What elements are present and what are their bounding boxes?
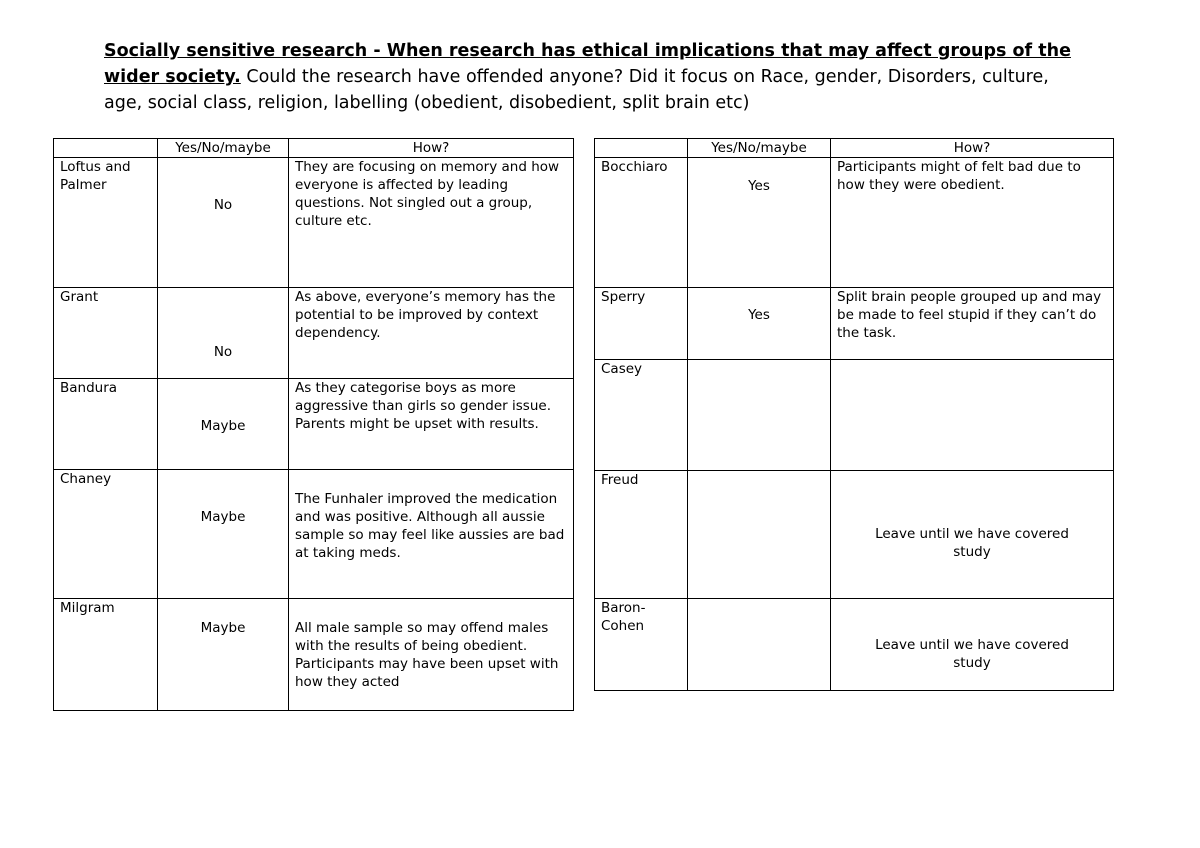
header-how: How?	[830, 138, 1114, 158]
table-row: Baron-Cohen Leave until we have covered …	[594, 598, 1114, 691]
answer-cell	[687, 359, 831, 471]
how-cell: They are focusing on memory and how ever…	[288, 157, 574, 288]
answer-cell	[687, 598, 831, 691]
how-cell	[830, 359, 1114, 471]
how-cell: As above, everyone’s memory has the pote…	[288, 287, 574, 379]
table-row: Sperry Yes Split brain people grouped up…	[594, 287, 1114, 360]
study-name: Loftus and Palmer	[53, 157, 158, 288]
study-name: Sperry	[594, 287, 688, 360]
header-row: Yes/No/maybe How?	[594, 138, 1114, 158]
table-row: Casey	[594, 359, 1114, 471]
study-name: Casey	[594, 359, 688, 471]
answer-cell: Maybe	[157, 598, 289, 711]
table-row: Bocchiaro Yes Participants might of felt…	[594, 157, 1114, 288]
table-row: Grant No As above, everyone’s memory has…	[53, 287, 574, 379]
header-answer: Yes/No/maybe	[687, 138, 831, 158]
header-row: Yes/No/maybe How?	[53, 138, 574, 158]
how-cell: Participants might of felt bad due to ho…	[830, 157, 1114, 288]
table-row: Loftus and Palmer No They are focusing o…	[53, 157, 574, 288]
header-how: How?	[288, 138, 574, 158]
how-cell: All male sample so may offend males with…	[288, 598, 574, 711]
study-name: Freud	[594, 470, 688, 599]
answer-cell: Yes	[687, 157, 831, 288]
how-cell: As they categorise boys as more aggressi…	[288, 378, 574, 470]
how-cell: Leave until we have covered study	[830, 598, 1114, 691]
table-row: Milgram Maybe All male sample so may off…	[53, 598, 574, 711]
answer-cell: Yes	[687, 287, 831, 360]
answer-cell: No	[157, 287, 289, 379]
answer-cell: No	[157, 157, 289, 288]
header-name	[53, 138, 158, 158]
how-cell: Leave until we have covered study	[830, 470, 1114, 599]
heading-text: Could the research have offended anyone?…	[104, 67, 1049, 113]
heading-bold: Socially sensitive research - When resea…	[104, 41, 1071, 87]
study-name: Chaney	[53, 469, 158, 599]
study-name: Bandura	[53, 378, 158, 470]
answer-cell	[687, 470, 831, 599]
right-table: Yes/No/maybe How? Bocchiaro Yes Particip…	[594, 138, 1114, 691]
study-name: Baron-Cohen	[594, 598, 688, 691]
study-name: Milgram	[53, 598, 158, 711]
answer-cell: Maybe	[157, 469, 289, 599]
table-row: Bandura Maybe As they categorise boys as…	[53, 378, 574, 470]
answer-cell: Maybe	[157, 378, 289, 470]
study-name: Bocchiaro	[594, 157, 688, 288]
header-name	[594, 138, 688, 158]
how-cell: The Funhaler improved the medication and…	[288, 469, 574, 599]
study-name: Grant	[53, 287, 158, 379]
table-row: Chaney Maybe The Funhaler improved the m…	[53, 469, 574, 599]
page-heading: Socially sensitive research - When resea…	[104, 38, 1084, 138]
table-row: Freud Leave until we have covered study	[594, 470, 1114, 599]
left-table: Yes/No/maybe How? Loftus and Palmer No T…	[53, 138, 574, 711]
header-answer: Yes/No/maybe	[157, 138, 289, 158]
how-cell: Split brain people grouped up and may be…	[830, 287, 1114, 360]
